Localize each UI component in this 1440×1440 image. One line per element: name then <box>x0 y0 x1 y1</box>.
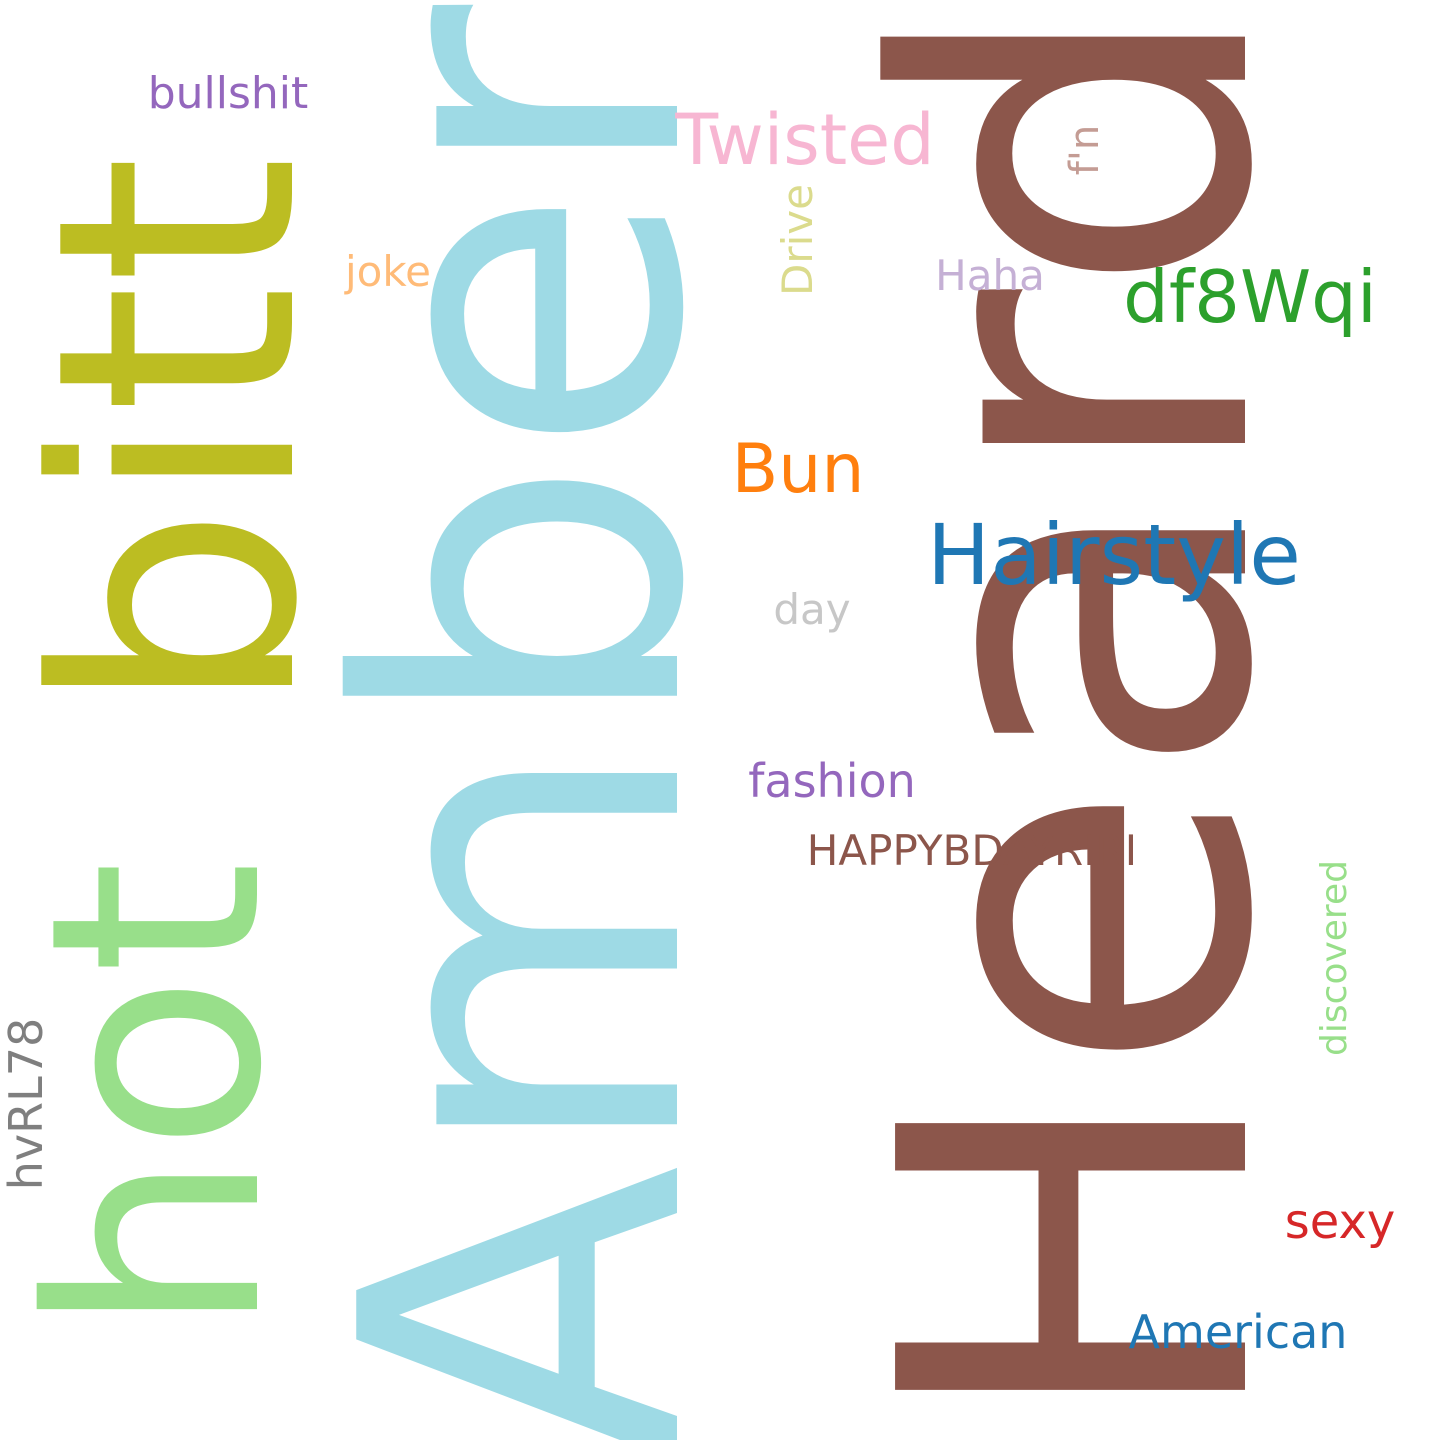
word-happybdayriri: HAPPYBDAYRIRI <box>806 826 1138 875</box>
word-heard: Heard <box>800 0 1359 1437</box>
word-df8wqi: df8Wqi <box>1123 255 1377 339</box>
word-amber: Amber <box>269 4 781 1440</box>
word-hairstyle: Hairstyle <box>927 506 1301 604</box>
word-american: American <box>1128 1305 1348 1359</box>
word-joke: joke <box>344 247 432 296</box>
word-hot: hot <box>0 860 326 1336</box>
word-bun: Bun <box>731 430 865 509</box>
word-twisted: Twisted <box>675 99 935 181</box>
word-hvrl78: hvRL78 <box>0 1017 53 1191</box>
word-bullshit: bullshit <box>147 68 309 119</box>
word-bitt: bitt <box>0 155 370 715</box>
word-drive: Drive <box>773 184 822 296</box>
word-fashion: fashion <box>748 754 916 808</box>
word-sexy: sexy <box>1284 1194 1396 1250</box>
word-discovered: discovered <box>1314 860 1355 1056</box>
word-fn: f'n <box>1062 124 1108 176</box>
word-day: day <box>773 585 851 634</box>
word-haha: Haha <box>935 251 1045 300</box>
